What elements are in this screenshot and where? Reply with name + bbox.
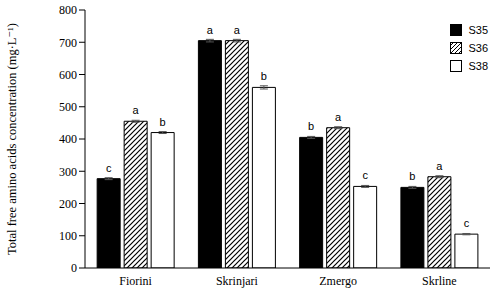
- svg-text:a: a: [133, 104, 140, 116]
- svg-text:800: 800: [59, 3, 77, 17]
- svg-text:Fiorini: Fiorini: [119, 274, 152, 288]
- svg-text:c: c: [106, 162, 112, 174]
- svg-text:200: 200: [59, 197, 77, 211]
- svg-text:c: c: [362, 169, 368, 181]
- svg-text:100: 100: [59, 229, 77, 243]
- svg-text:400: 400: [59, 132, 77, 146]
- svg-text:0: 0: [71, 261, 77, 275]
- svg-text:Total free amino acids concent: Total free amino acids concentration (mg…: [8, 23, 19, 255]
- svg-text:Skrinjari: Skrinjari: [216, 274, 259, 288]
- svg-text:b: b: [160, 116, 166, 128]
- svg-text:b: b: [409, 170, 415, 182]
- svg-text:Zmergo: Zmergo: [319, 274, 357, 288]
- html-text:S38: S38: [468, 60, 488, 72]
- html-text:S36: S36: [468, 42, 488, 54]
- svg-text:a: a: [335, 111, 342, 123]
- svg-text:Skrline: Skrline: [422, 274, 457, 288]
- svg-text:b: b: [308, 120, 314, 132]
- svg-text:b: b: [261, 70, 267, 82]
- svg-text:a: a: [234, 24, 241, 36]
- svg-text:c: c: [464, 217, 470, 229]
- svg-text:a: a: [436, 160, 443, 172]
- svg-text:700: 700: [59, 36, 77, 50]
- svg-text:500: 500: [59, 100, 77, 114]
- svg-text:300: 300: [59, 165, 77, 179]
- svg-text:a: a: [207, 24, 214, 36]
- html-text:S35: S35: [468, 24, 488, 36]
- svg-text:600: 600: [59, 68, 77, 82]
